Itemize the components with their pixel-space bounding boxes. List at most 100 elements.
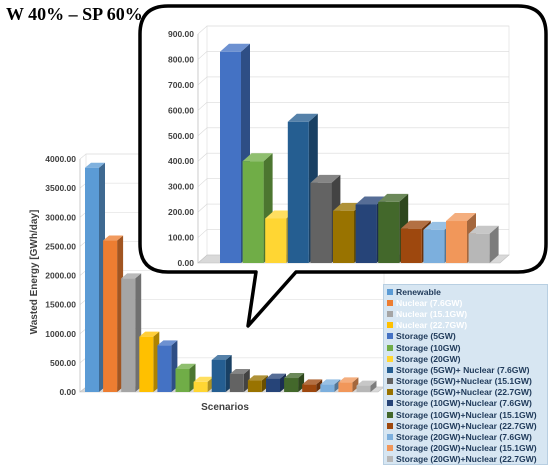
main-bar-front <box>121 278 136 392</box>
inset-bar-front <box>378 201 400 263</box>
inset-bar-front <box>310 182 332 263</box>
main-bar-top <box>103 235 124 241</box>
main-bar-top <box>193 376 214 382</box>
legend-label: Storage (10GW) <box>396 342 461 353</box>
inset-gridline <box>197 102 509 111</box>
main-bar-top <box>247 375 268 381</box>
legend-swatch <box>387 400 393 407</box>
main-bar-top <box>175 363 196 369</box>
inset-bar-top <box>287 113 318 122</box>
legend-label: Storage (5GW)+Nuclear (15.1GW) <box>396 376 532 387</box>
main-y-tick-label: 1000.00 <box>45 329 76 339</box>
main-bar-front <box>320 384 335 392</box>
inset-y-tick-label: 300.00 <box>168 182 194 192</box>
inset-bar-top <box>400 220 431 229</box>
main-bar <box>211 354 232 392</box>
legend-item: Storage (5GW)+Nuclear (22.7GW) <box>387 387 545 398</box>
main-bar <box>85 162 105 392</box>
legend-item: Nuclear (7.6GW) <box>387 297 545 308</box>
inset-bar-front <box>468 233 490 263</box>
inset-bar-front <box>265 218 287 263</box>
legend-swatch <box>387 333 393 340</box>
chart-title: W 40% – SP 60% <box>6 4 143 24</box>
inset-bar-front <box>242 161 264 263</box>
inset-bar-top <box>446 213 476 222</box>
inset-gridline <box>197 51 509 60</box>
main-bar-front <box>247 380 262 392</box>
main-bar-front <box>229 373 244 392</box>
main-y-tick-label: 2000.00 <box>45 271 76 281</box>
main-bar-side <box>370 380 377 392</box>
inset-y-tick-label: 500.00 <box>168 131 194 141</box>
main-bar-top <box>121 273 142 279</box>
main-bar <box>121 273 142 392</box>
legend-label: Storage (10GW)+Nuclear (15.1GW) <box>396 409 537 420</box>
main-y-tick-label: 3500.00 <box>45 183 76 193</box>
inset-y-tick-label: 900.00 <box>168 29 194 39</box>
x-axis-label: Scenarios <box>201 402 249 413</box>
main-bar-front <box>211 359 226 392</box>
inset-bar-top <box>355 196 386 205</box>
main-bar-side <box>352 377 359 392</box>
main-bar-top <box>139 331 160 337</box>
inset-bar-top <box>242 153 273 162</box>
main-bar <box>175 363 196 392</box>
inset-y-tick-label: 800.00 <box>168 54 194 64</box>
inset-bar-top <box>468 225 499 234</box>
legend-swatch <box>387 456 393 463</box>
legend-label: Storage (20GW)+Nuclear (7.6GW) <box>396 432 532 443</box>
main-y-tick-label: 2500.00 <box>45 241 76 251</box>
legend-label: Nuclear (22.7GW) <box>396 320 468 331</box>
main-bar-front <box>103 240 118 392</box>
main-bar-front <box>175 368 190 392</box>
main-bar <box>356 380 377 392</box>
inset-bar-front <box>220 51 241 263</box>
legend-swatch <box>387 322 393 329</box>
legend-swatch <box>387 378 393 385</box>
legend-label: Nuclear (7.6GW) <box>396 297 463 308</box>
main-bar-top <box>338 377 359 383</box>
legend-swatch <box>387 366 393 373</box>
inset-bar-front <box>446 221 467 263</box>
legend-item: Nuclear (22.7GW) <box>387 320 545 331</box>
main-bar-front <box>157 345 172 392</box>
inset-gridline <box>197 127 509 137</box>
inset-y-tick-label: 100.00 <box>168 233 194 243</box>
legend-label: Storage (5GW)+Nuclear (22.7GW) <box>396 387 532 398</box>
main-bar <box>302 379 323 392</box>
main-bar-front <box>284 378 299 392</box>
main-chart-bars <box>85 162 377 392</box>
main-bar-top <box>356 380 377 386</box>
inset-bar-front <box>287 121 309 264</box>
legend-swatch <box>387 422 393 429</box>
legend-item: Storage (5GW)+ Nuclear (7.6GW) <box>387 364 545 375</box>
legend-label: Storage (5GW)+ Nuclear (7.6GW) <box>396 364 530 375</box>
legend-label: Storage (10GW)+Nuclear (7.6GW) <box>396 398 532 409</box>
legend-label: Storage (20GW) <box>396 353 461 364</box>
chart-legend: Renewable Nuclear (7.6GW) Nuclear (15.1GW)… <box>383 284 548 465</box>
main-bar-top <box>284 373 305 379</box>
inset-bar <box>468 225 499 263</box>
legend-item: Renewable <box>387 286 545 297</box>
main-bar <box>139 331 160 392</box>
inset-bar-top <box>310 174 341 183</box>
inset-chart-bars <box>220 43 499 264</box>
main-bar <box>284 373 305 392</box>
legend-swatch <box>387 299 393 306</box>
legend-label: Storage (5GW) <box>396 331 456 342</box>
main-bar-top <box>85 162 105 168</box>
main-bar-top <box>320 379 341 385</box>
legend-item: Storage (10GW)+Nuclear (7.6GW) <box>387 398 545 409</box>
inset-bar-front <box>333 210 354 263</box>
main-bar-front <box>302 384 317 392</box>
main-bar-top <box>266 373 286 379</box>
legend-label: Nuclear (15.1GW) <box>396 308 468 319</box>
inset-bar-top <box>423 221 454 230</box>
main-bar-front <box>356 385 371 392</box>
legend-item: Nuclear (15.1GW) <box>387 308 545 319</box>
inset-bar-front <box>355 204 377 263</box>
legend-item: Storage (5GW)+Nuclear (15.1GW) <box>387 376 545 387</box>
main-bar-front <box>85 167 99 392</box>
main-bar <box>338 377 359 392</box>
inset-bar-top <box>333 202 363 211</box>
